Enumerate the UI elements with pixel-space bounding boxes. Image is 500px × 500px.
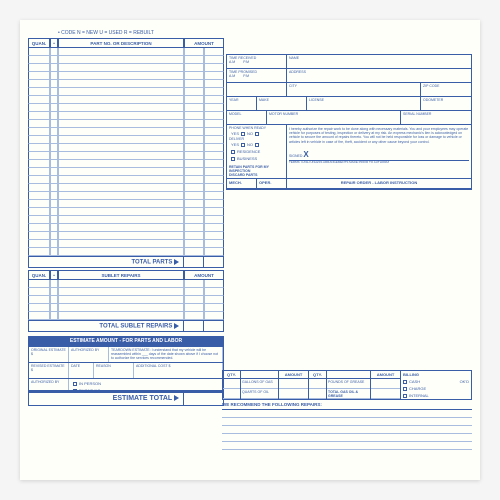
signature-x[interactable]: X (303, 150, 308, 159)
col-amount: AMOUNT (184, 38, 224, 48)
estimate-section: ESTIMATE AMOUNT - FOR PARTS AND LABOR OR… (28, 336, 224, 406)
recommend-section: QTY. GALLONS OF GASQUARTS OF OIL AMOUNT … (222, 370, 472, 450)
est-reason[interactable]: REASON (94, 363, 134, 378)
repair-order-label: REPAIR ORDER - LABOR INSTRUCTION (287, 179, 471, 188)
billing-charge: CHARGE (409, 386, 426, 391)
oper-label[interactable]: OPER. (257, 179, 287, 188)
serial-field[interactable]: SERIAL NUMBER (403, 112, 469, 116)
city-field[interactable]: CITY (289, 84, 418, 88)
license-field[interactable]: LICENSE (309, 98, 418, 102)
sublet-rows[interactable] (28, 280, 224, 320)
est-date[interactable]: DATE (69, 363, 94, 378)
sublet-desc: SUBLET REPAIRS (58, 270, 184, 280)
revised-estimate[interactable]: REVISED ESTIMATE $ (29, 363, 69, 378)
total-sublet-label: TOTAL SUBLET REPAIRS (99, 323, 172, 329)
total-parts-label: TOTAL PARTS (131, 259, 172, 265)
parts-header: QUAN. • PART NO. OR DESCRIPTION AMOUNT (28, 38, 224, 48)
qty-h: QTY. (223, 371, 240, 379)
year-field[interactable]: YEAR (229, 98, 254, 102)
zip-field[interactable]: ZIP CODE (423, 84, 469, 88)
col-quan: QUAN. (28, 38, 50, 48)
make-field[interactable]: MAKE (259, 98, 304, 102)
mech-label[interactable]: MECH. (227, 179, 257, 188)
original-estimate[interactable]: ORIGINAL ESTIMATE $ (29, 347, 69, 362)
estimate-header: ESTIMATE AMOUNT - FOR PARTS AND LABOR (28, 336, 224, 346)
odometer-field[interactable]: ODOMETER (423, 98, 469, 102)
amt-h: AMOUNT (279, 371, 308, 379)
address-field[interactable]: ADDRESS (289, 70, 469, 74)
sublet-quan: QUAN. (28, 270, 50, 280)
motor-field[interactable]: MOTOR NUMBER (269, 112, 398, 116)
repair-lines[interactable] (222, 409, 472, 450)
sublet-code: • (50, 270, 58, 280)
customer-info: TIME RECEIVEDA.MP.M NAME TIME PROMISEDA.… (226, 38, 472, 406)
total-gas-oil: TOTAL GAS OIL & GREASE (327, 389, 370, 399)
discard-parts[interactable]: DISCARD PARTS (229, 173, 284, 177)
sublet-amt: AMOUNT (184, 270, 224, 280)
authorized-by[interactable]: AUTHORIZED BY (69, 347, 109, 362)
retain-parts[interactable]: RETAIN PARTS FOR MY INSPECTION (229, 165, 284, 173)
teardown-text: TEARDOWN ESTIMATE: I understand that my … (109, 347, 223, 362)
arrow-icon (174, 323, 179, 329)
repair-order-form: • CODE N = NEW U = USED R = REBUILT QUAN… (20, 20, 480, 480)
parts-section: QUAN. • PART NO. OR DESCRIPTION AMOUNT T… (28, 38, 224, 406)
pounds-grease[interactable]: POUNDS OF GREASE (327, 379, 370, 389)
quarts-oil[interactable]: QUARTS OF OIL (241, 389, 278, 399)
gallons-gas[interactable]: GALLONS OF GAS (241, 379, 278, 389)
parts-rows[interactable] (28, 48, 224, 256)
auth-by-2[interactable]: AUTHORIZED BY (29, 379, 69, 390)
arrow-icon (174, 395, 179, 401)
code-legend: • CODE N = NEW U = USED R = REBUILT (28, 30, 472, 36)
col-desc: PART NO. OR DESCRIPTION (58, 38, 184, 48)
authorization-text: I hereby authorize the repair work to be… (289, 127, 469, 144)
in-person[interactable]: IN PERSON (79, 381, 101, 386)
total-sublet-row: TOTAL SUBLET REPAIRS (28, 320, 224, 332)
recommend-header: WE RECOMMEND THE FOLLOWING REPAIRS: (222, 400, 472, 409)
model-field[interactable]: MODEL (229, 112, 264, 116)
billing-cash: CASH (409, 379, 420, 384)
billing-label: BILLING (401, 371, 471, 378)
arrow-icon (174, 259, 179, 265)
estimate-total-row: ESTIMATE TOTAL (28, 392, 224, 406)
estimate-total-label: ESTIMATE TOTAL (113, 395, 172, 402)
sublet-section: QUAN. • SUBLET REPAIRS AMOUNT TOTAL SUBL… (28, 270, 224, 332)
okd-label: OK'D (460, 379, 469, 384)
terms-text: TERMS: CASH UNLESS ARRANGEMENTS MADE PRI… (289, 161, 469, 165)
name-field[interactable]: NAME (289, 56, 469, 60)
signed-label: SIGNED (289, 154, 302, 158)
total-parts-row: TOTAL PARTS (28, 256, 224, 268)
col-code: • (50, 38, 58, 48)
additional-cost[interactable]: ADDITIONAL COST $ (134, 363, 223, 378)
billing-internal: INTERNAL (409, 393, 429, 398)
